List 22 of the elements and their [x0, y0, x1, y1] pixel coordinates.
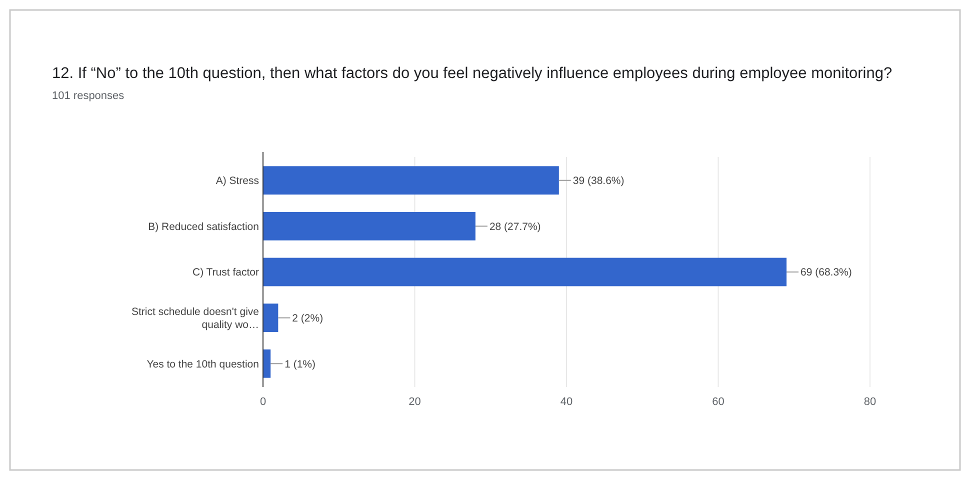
data-label: 39 (38.6%) [572, 175, 624, 188]
y-tick-label: A) Stress [216, 175, 259, 188]
x-tick-label: 80 [864, 396, 876, 408]
data-label: 1 (1%) [284, 358, 316, 370]
x-tick-label: 20 [408, 396, 421, 408]
bar [263, 304, 278, 332]
y-tick-label: B) Reduced satisfaction [148, 220, 260, 233]
x-tick-label: 60 [712, 396, 724, 408]
data-label: 28 (27.7%) [489, 220, 541, 233]
y-tick-label: Strict schedule doesn't give quality wo… [132, 306, 260, 331]
x-tick-label: 0 [260, 396, 266, 408]
text: 101 responses [52, 90, 125, 102]
data-label: 69 (68.3%) [800, 266, 852, 279]
y-tick-label: Yes to the 10th question [146, 358, 260, 370]
data-label: 2 (2%) [292, 312, 324, 324]
bar [263, 166, 559, 195]
x-tick-label: 40 [560, 396, 573, 408]
bar [263, 349, 271, 378]
bar [263, 212, 476, 240]
chart-title: 12. If “No” to the 10th question, then what factors do you feel negatively influence employees during employee monitoring? [52, 65, 892, 82]
bar [263, 258, 787, 286]
y-tick-label: C) Trust factor [192, 266, 260, 279]
